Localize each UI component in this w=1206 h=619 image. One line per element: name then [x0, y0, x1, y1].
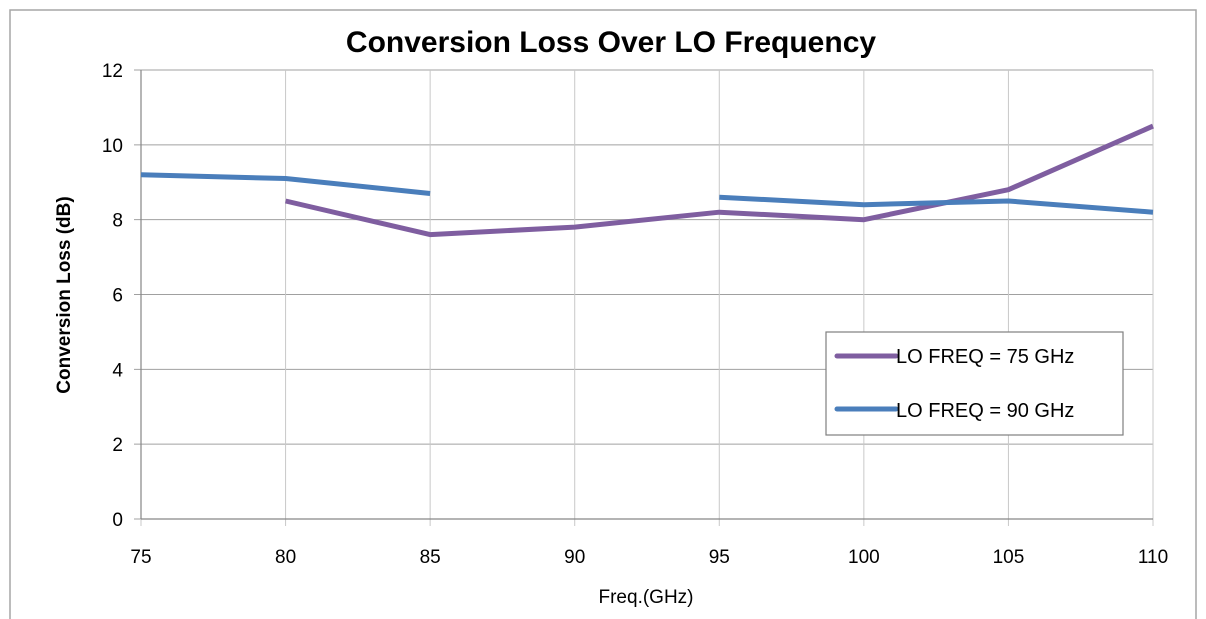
- x-tick-label: 85: [420, 547, 441, 568]
- x-tick-label: 110: [1138, 547, 1168, 568]
- legend-box: [825, 331, 1124, 436]
- x-tick-label: 75: [130, 547, 151, 568]
- x-tick-label: 105: [993, 547, 1025, 568]
- y-tick-label: 4: [112, 360, 123, 381]
- chart-frame: [9, 9, 1197, 619]
- legend-label-lo-75: LO FREQ = 75 GHz: [896, 346, 1074, 368]
- y-tick-label: 12: [102, 61, 123, 82]
- legend: LO FREQ = 75 GHz LO FREQ = 90 GHz: [825, 331, 1124, 436]
- chart-title: Conversion Loss Over LO Frequency: [346, 26, 876, 59]
- axes: 0 2 4 6 8 10 12 75 80 85 90 95 100 105 110: [102, 61, 1168, 568]
- series-line-1-segment-0: [140, 172, 431, 196]
- y-tick-label: 2: [112, 435, 123, 456]
- x-tick-label: 90: [564, 547, 585, 568]
- legend-label-lo-90: LO FREQ = 90 GHz: [896, 400, 1074, 422]
- series-layer: [140, 123, 1155, 238]
- x-tick-label: 80: [275, 547, 296, 568]
- y-axis-label: Conversion Loss (dB): [54, 196, 75, 393]
- series-line-1-segment-1: [719, 194, 1154, 215]
- y-tick-label: 6: [112, 286, 123, 307]
- x-tick-label: 95: [709, 547, 730, 568]
- series-line-0-segment-0: [285, 123, 1155, 238]
- x-axis-label: Freq.(GHz): [599, 587, 694, 608]
- y-tick-label: 0: [112, 510, 123, 531]
- x-tick-label: 100: [848, 547, 880, 568]
- y-tick-label: 10: [102, 136, 123, 157]
- y-tick-label: 8: [112, 211, 123, 232]
